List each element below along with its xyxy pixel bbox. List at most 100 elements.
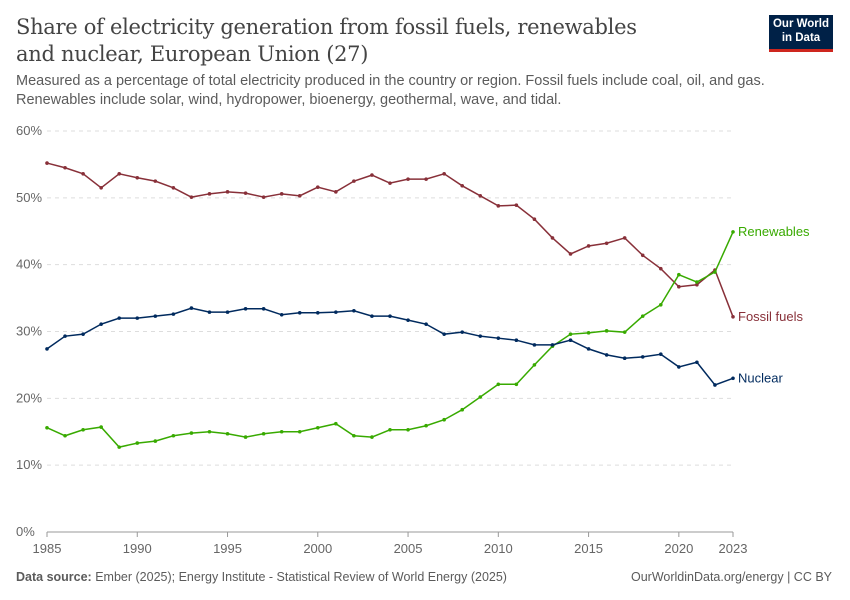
y-tick-label: 50% — [16, 190, 42, 205]
data-point — [532, 217, 537, 222]
data-point — [568, 332, 573, 336]
source-text: Ember (2025); Energy Institute - Statist… — [95, 570, 507, 584]
data-point — [622, 356, 627, 361]
owid-logo[interactable]: Our World in Data — [769, 15, 833, 52]
data-point — [586, 244, 591, 248]
data-point — [243, 306, 248, 311]
data-point — [315, 185, 320, 189]
data-point — [334, 421, 338, 426]
data-point — [189, 195, 194, 199]
y-tick-label: 10% — [16, 457, 42, 472]
series-nuclear: Nuclear — [45, 306, 783, 387]
data-point — [243, 191, 248, 195]
data-point — [460, 407, 465, 412]
data-point — [604, 241, 609, 246]
series-renewables: Renewables — [45, 224, 810, 449]
data-point — [135, 441, 140, 445]
data-point — [496, 382, 501, 387]
data-point — [352, 308, 356, 313]
data-point — [81, 332, 85, 336]
data-point — [370, 173, 374, 177]
data-point — [677, 365, 681, 369]
data-point — [63, 334, 67, 338]
x-tick-label: 2005 — [394, 541, 423, 556]
data-point — [370, 314, 374, 318]
data-point — [586, 347, 591, 351]
data-point — [279, 429, 284, 434]
data-point — [297, 310, 302, 315]
data-point — [243, 435, 248, 439]
y-tick-label: 60% — [16, 123, 42, 138]
data-point — [713, 383, 717, 387]
data-point — [99, 186, 103, 190]
series-label: Fossil fuels — [738, 309, 804, 324]
data-point — [334, 190, 338, 194]
data-point — [225, 431, 230, 436]
series-line — [46, 231, 734, 448]
series-label: Nuclear — [738, 370, 783, 385]
data-point — [622, 236, 627, 240]
data-point — [514, 382, 519, 387]
data-point — [81, 427, 85, 432]
data-point — [424, 423, 428, 428]
data-point — [135, 175, 140, 180]
data-point — [99, 425, 103, 429]
data-point — [478, 194, 483, 198]
data-point — [261, 431, 266, 436]
x-tick-label: 2015 — [574, 541, 603, 556]
y-tick-label: 30% — [16, 324, 42, 339]
data-point — [225, 310, 230, 314]
data-point — [261, 195, 266, 199]
data-point — [171, 186, 176, 190]
data-point — [370, 435, 374, 439]
data-point — [99, 322, 103, 326]
data-point — [550, 236, 555, 240]
chart-subtitle: Measured as a percentage of total electr… — [16, 73, 765, 108]
data-point — [153, 439, 158, 443]
data-point — [568, 252, 573, 256]
data-point — [442, 171, 446, 176]
data-point — [478, 395, 483, 399]
data-point — [388, 427, 392, 432]
y-tick-label: 20% — [16, 390, 42, 405]
data-point — [532, 363, 537, 367]
data-point — [207, 310, 212, 314]
data-point — [45, 425, 49, 430]
data-point — [460, 184, 465, 188]
x-tick-label: 1995 — [213, 541, 242, 556]
series-fossil-fuels: Fossil fuels — [45, 161, 804, 324]
data-point — [207, 192, 212, 196]
data-point — [496, 336, 501, 340]
data-point — [279, 312, 284, 317]
data-point — [496, 204, 501, 208]
data-point — [352, 433, 356, 438]
credit-link[interactable]: OurWorldinData.org/energy | CC BY — [630, 570, 832, 584]
source-label: Data source: — [16, 570, 92, 584]
data-point — [568, 338, 573, 342]
data-point — [352, 179, 356, 183]
data-point — [424, 177, 428, 181]
data-point — [731, 376, 735, 381]
data-point — [406, 318, 410, 322]
data-point — [171, 312, 176, 316]
data-point — [622, 330, 627, 334]
data-point — [604, 353, 609, 357]
data-source: Data source: Ember (2025); Energy Instit… — [16, 570, 507, 584]
data-point — [135, 316, 140, 320]
data-point — [261, 306, 266, 311]
data-point — [604, 329, 609, 333]
data-point — [189, 306, 194, 310]
data-point — [514, 203, 519, 207]
data-point — [63, 433, 67, 438]
data-point — [388, 314, 392, 318]
series-line — [46, 162, 734, 318]
data-point — [532, 343, 537, 347]
y-tick-label: 40% — [16, 257, 42, 272]
data-point — [695, 360, 699, 365]
x-tick-label: 1985 — [33, 541, 62, 556]
data-point — [315, 425, 320, 430]
series-line — [46, 307, 734, 386]
data-point — [514, 338, 519, 342]
data-point — [424, 322, 428, 326]
x-tick-label: 2020 — [664, 541, 693, 556]
